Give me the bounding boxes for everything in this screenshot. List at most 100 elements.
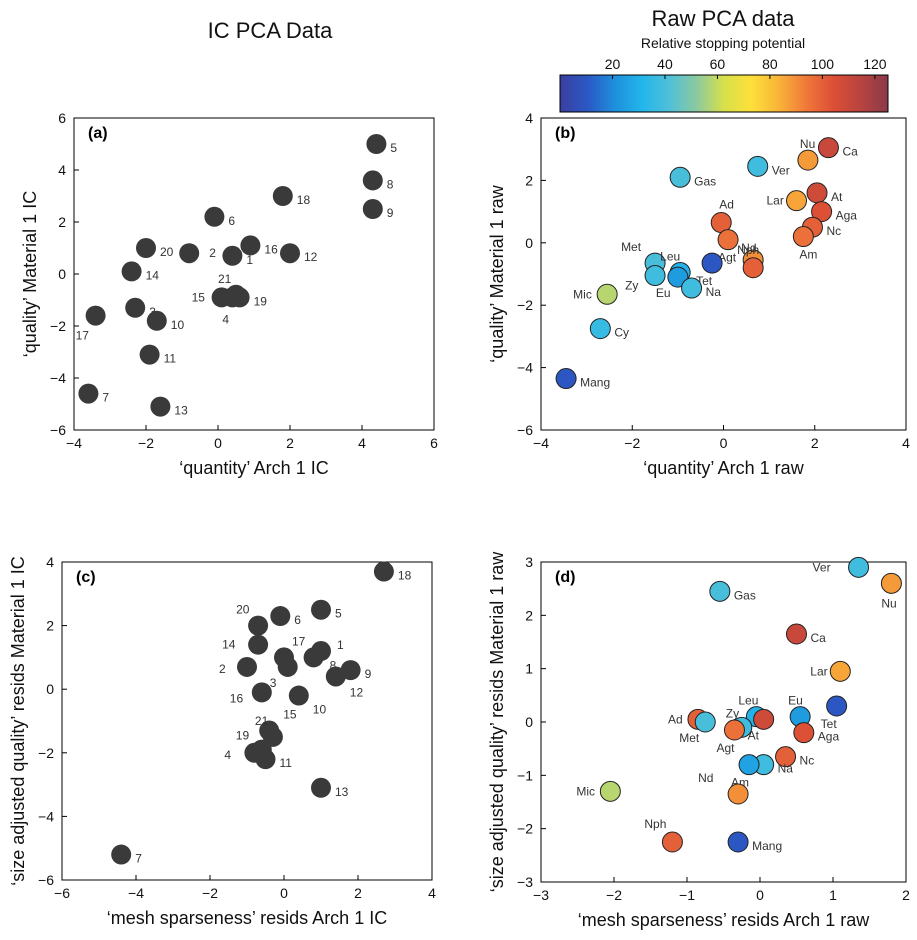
data-point xyxy=(817,137,839,159)
point-label: 8 xyxy=(330,658,337,672)
data-point xyxy=(880,572,902,594)
point-label: Nd xyxy=(741,241,756,255)
data-point xyxy=(248,615,269,636)
data-point xyxy=(669,166,691,188)
data-point xyxy=(85,305,106,326)
point-label: 16 xyxy=(264,242,278,256)
y-tick-label: 6 xyxy=(58,110,66,126)
panel-tag: (d) xyxy=(555,569,575,586)
data-point xyxy=(373,561,394,582)
x-tick-label: 0 xyxy=(214,435,222,451)
point-label: 11 xyxy=(280,756,293,770)
data-point xyxy=(661,831,683,853)
x-tick-label: 4 xyxy=(902,435,910,451)
x-tick-label: 2 xyxy=(902,887,910,903)
y-tick-label: −2 xyxy=(38,745,54,761)
point-label: 18 xyxy=(297,193,311,207)
data-point xyxy=(237,656,257,677)
point-label: Am xyxy=(799,248,817,262)
y-tick-label: −2 xyxy=(517,821,533,837)
plot-frame xyxy=(61,561,433,881)
data-point xyxy=(727,783,749,805)
data-point xyxy=(274,647,294,668)
point-label: Mic xyxy=(576,784,595,798)
point-label: 1 xyxy=(337,638,344,652)
data-point xyxy=(806,182,828,204)
point-label: 12 xyxy=(350,685,364,699)
point-label: Na xyxy=(778,762,794,776)
x-tick-label: 0 xyxy=(720,435,728,451)
point-label: Agt xyxy=(718,251,737,265)
point-label: 7 xyxy=(135,852,142,866)
y-tick-label: −4 xyxy=(38,808,54,824)
y-tick-label: 2 xyxy=(46,618,54,634)
data-point xyxy=(701,252,723,274)
point-label: 11 xyxy=(164,352,177,366)
colorbar-tick-label: 100 xyxy=(811,56,835,72)
x-axis-label: ‘quantity’ Arch 1 raw xyxy=(643,458,804,478)
point-label: Leu xyxy=(660,249,680,263)
point-label: 9 xyxy=(387,206,394,220)
y-tick-label: −3 xyxy=(517,874,533,890)
point-label: Mang xyxy=(752,839,782,853)
panel-tag: (b) xyxy=(555,125,575,142)
data-point xyxy=(362,199,383,219)
y-tick-label: 2 xyxy=(525,172,533,188)
point-label: Agt xyxy=(716,741,735,755)
point-label: 9 xyxy=(365,667,372,681)
data-point xyxy=(139,344,160,365)
point-label: Aga xyxy=(836,209,858,223)
y-tick-label: −6 xyxy=(517,422,533,438)
data-point xyxy=(797,149,819,171)
point-label: 18 xyxy=(398,569,412,583)
point-label: Ver xyxy=(813,560,831,574)
y-tick-label: 2 xyxy=(525,607,533,623)
data-point xyxy=(753,708,775,730)
point-label: 13 xyxy=(335,785,349,799)
data-point xyxy=(694,711,716,733)
y-tick-label: −4 xyxy=(517,360,533,376)
x-tick-label: −6 xyxy=(54,885,70,901)
point-label: 20 xyxy=(236,603,250,617)
point-label: Met xyxy=(679,731,700,745)
point-label: Lar xyxy=(810,664,827,678)
x-tick-label: 0 xyxy=(756,887,764,903)
colorbar: 20 40 60 80 100 120 xyxy=(559,56,889,113)
y-tick-label: 1 xyxy=(525,661,533,677)
data-point xyxy=(226,284,246,305)
x-axis-label: ‘mesh sparseness’ resids Arch 1 IC xyxy=(107,908,387,928)
plot-frame xyxy=(540,561,907,883)
data-point xyxy=(248,634,269,655)
data-point xyxy=(717,229,739,251)
point-label: Mic xyxy=(573,287,592,301)
y-tick-label: 0 xyxy=(46,681,54,697)
point-label: Zy xyxy=(726,706,739,720)
x-tick-label: −4 xyxy=(533,435,549,451)
data-point xyxy=(786,623,807,645)
data-point xyxy=(146,310,167,331)
point-label: Eu xyxy=(656,286,671,300)
x-tick-label: −2 xyxy=(606,887,622,903)
colorbar-tick-label: 20 xyxy=(605,56,621,72)
point-label: 8 xyxy=(387,177,394,191)
data-point xyxy=(775,746,797,768)
x-tick-label: 4 xyxy=(358,435,366,451)
point-label: 14 xyxy=(222,638,236,652)
point-label: 12 xyxy=(304,250,318,264)
data-point xyxy=(599,780,621,802)
point-label: 4 xyxy=(224,748,231,762)
y-tick-label: 3 xyxy=(525,554,533,570)
panel-d: −3 −2 −1 0 1 2 −3 −2 −1 0 1 2 3 ‘mesh sparseness’ res… xyxy=(487,551,910,930)
point-label: 10 xyxy=(171,318,185,332)
point-label: Aga xyxy=(818,730,840,744)
point-label: 21 xyxy=(218,272,232,286)
data-point xyxy=(747,155,769,177)
data-point xyxy=(262,726,283,747)
point-label: 19 xyxy=(236,729,250,743)
data-point xyxy=(150,396,171,417)
panel-tag: (c) xyxy=(76,569,96,586)
point-label: Na xyxy=(706,285,722,299)
y-tick-label: −6 xyxy=(38,872,54,888)
data-point xyxy=(555,368,577,390)
